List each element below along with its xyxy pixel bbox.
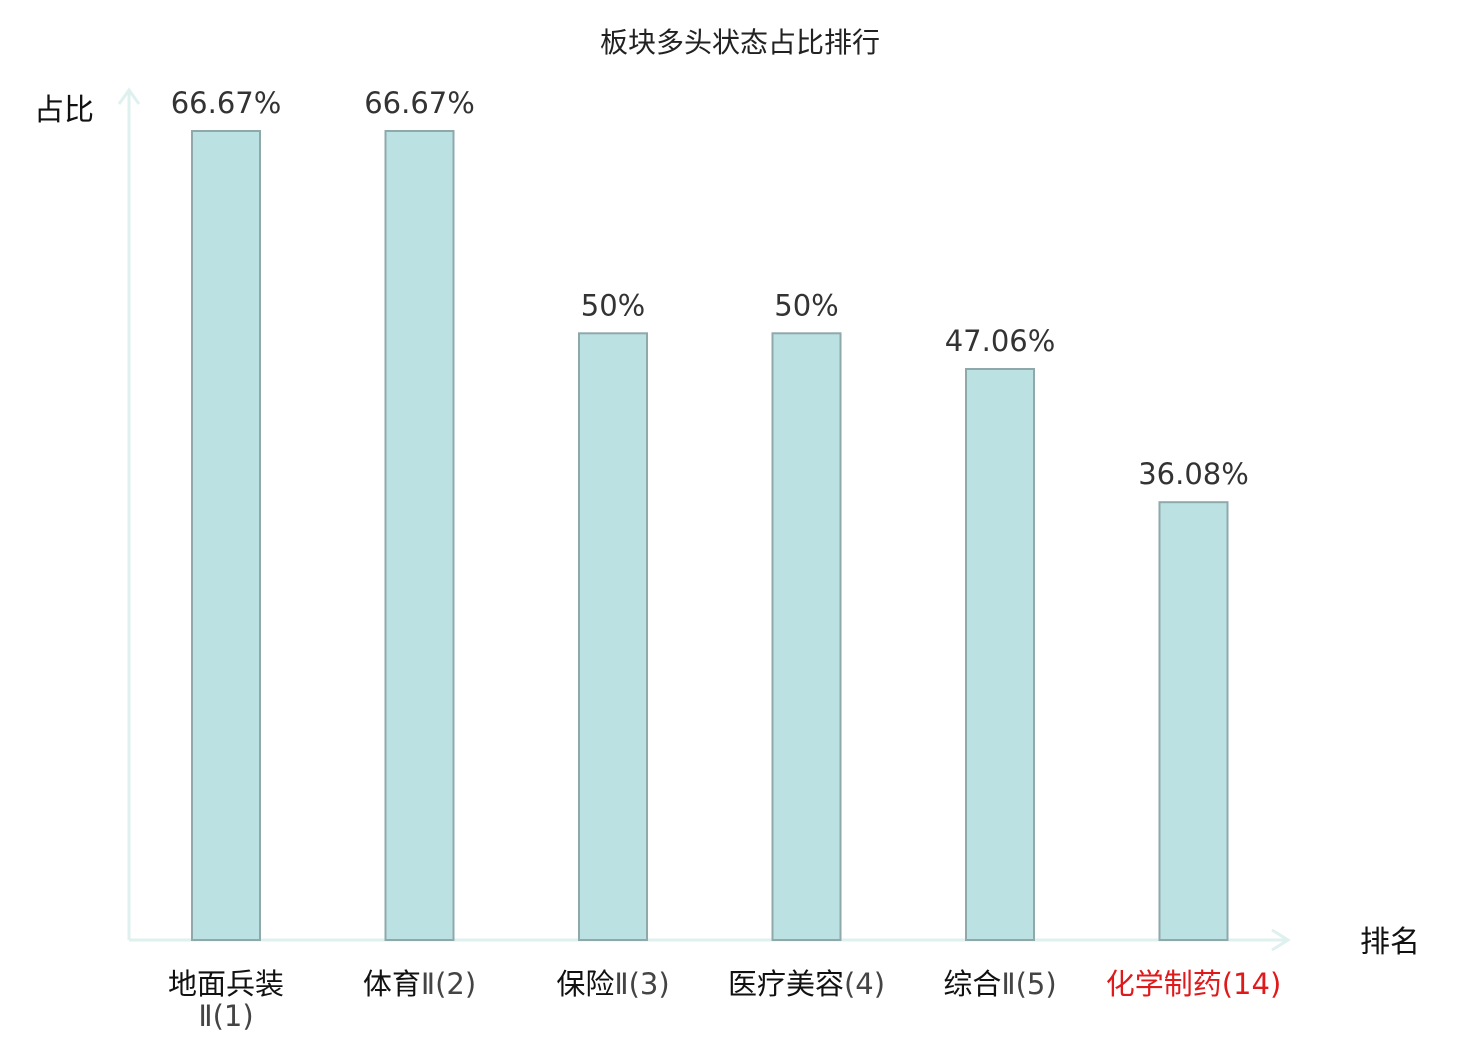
category-name: 化学制药 — [1106, 967, 1222, 1001]
category-rank: Ⅱ(5) — [1001, 967, 1056, 1001]
bar-6 — [1158, 501, 1229, 941]
category-rank: Ⅱ(2) — [421, 967, 476, 1001]
category-name: 保险 — [556, 967, 614, 1001]
value-label-5: 47.06% — [945, 324, 1056, 358]
bar-1 — [191, 130, 261, 941]
value-label-1: 66.67% — [171, 86, 282, 120]
category-name: 综合 — [943, 967, 1001, 1001]
value-labels: 66.67% 66.67% 50% 50% 47.06% 36.08% — [171, 86, 1249, 491]
x-axis-label: 排名 — [1360, 925, 1420, 960]
category-name: 体育 — [363, 967, 421, 1001]
bar-2 — [384, 130, 455, 941]
category-label-5: 综合Ⅱ(5) — [943, 967, 1056, 1001]
category-label-4: 医疗美容(4) — [728, 967, 885, 1001]
category-label-2: 体育Ⅱ(2) — [363, 967, 476, 1001]
bar-3 — [578, 332, 648, 941]
category-rank: (14) — [1222, 967, 1282, 1001]
chart-title: 板块多头状态占比排行 — [600, 26, 880, 59]
bar-4 — [771, 332, 842, 941]
value-label-4: 50% — [774, 288, 838, 322]
x-axis-arrow-icon — [1271, 928, 1291, 952]
category-labels: 地面兵装 Ⅱ(1) 体育Ⅱ(2) 保险Ⅱ(3) 医疗美容(4) 综合Ⅱ(5) 化学制药(14… — [168, 967, 1281, 1033]
category-rank: (4) — [844, 967, 885, 1001]
axes — [117, 87, 1291, 952]
category-rank: Ⅱ(1) — [198, 999, 253, 1033]
category-rank: Ⅱ(3) — [614, 967, 669, 1001]
category-name: 医疗美容 — [728, 967, 844, 1001]
bar-5 — [965, 368, 1035, 941]
category-name: 地面兵装 — [168, 967, 284, 1001]
y-axis-arrow-icon — [117, 87, 141, 105]
y-axis-label: 占比 — [34, 93, 94, 128]
category-label-3: 保险Ⅱ(3) — [556, 967, 669, 1001]
value-label-6: 36.08% — [1138, 457, 1249, 491]
bars — [191, 130, 1229, 941]
value-label-3: 50% — [581, 288, 645, 322]
category-label-6: 化学制药(14) — [1106, 967, 1282, 1001]
value-label-2: 66.67% — [364, 86, 475, 120]
category-label-1: 地面兵装 Ⅱ(1) — [168, 967, 284, 1033]
